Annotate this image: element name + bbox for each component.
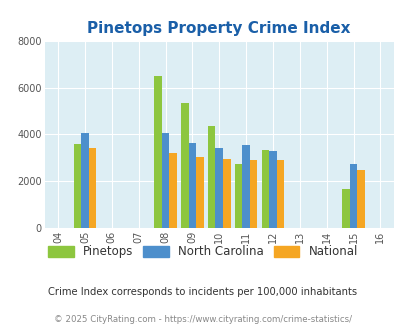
Title: Pinetops Property Crime Index: Pinetops Property Crime Index bbox=[87, 21, 350, 36]
Bar bbox=[276, 160, 284, 228]
Bar bbox=[234, 164, 242, 228]
Bar bbox=[242, 145, 249, 228]
Bar bbox=[154, 76, 161, 228]
Bar bbox=[341, 189, 349, 228]
Bar bbox=[269, 151, 276, 228]
Bar bbox=[261, 149, 269, 228]
Bar bbox=[161, 133, 169, 228]
Bar bbox=[73, 144, 81, 228]
Bar bbox=[349, 164, 356, 228]
Bar bbox=[207, 126, 215, 228]
Bar bbox=[356, 170, 364, 228]
Legend: Pinetops, North Carolina, National: Pinetops, North Carolina, National bbox=[43, 241, 362, 263]
Text: © 2025 CityRating.com - https://www.cityrating.com/crime-statistics/: © 2025 CityRating.com - https://www.city… bbox=[54, 315, 351, 324]
Bar bbox=[222, 159, 230, 228]
Bar bbox=[181, 103, 188, 228]
Bar bbox=[81, 133, 88, 228]
Bar bbox=[169, 153, 176, 228]
Bar bbox=[249, 160, 257, 228]
Bar bbox=[188, 143, 196, 228]
Bar bbox=[88, 148, 96, 228]
Text: Crime Index corresponds to incidents per 100,000 inhabitants: Crime Index corresponds to incidents per… bbox=[48, 287, 357, 297]
Bar bbox=[215, 148, 222, 228]
Bar bbox=[196, 157, 203, 228]
